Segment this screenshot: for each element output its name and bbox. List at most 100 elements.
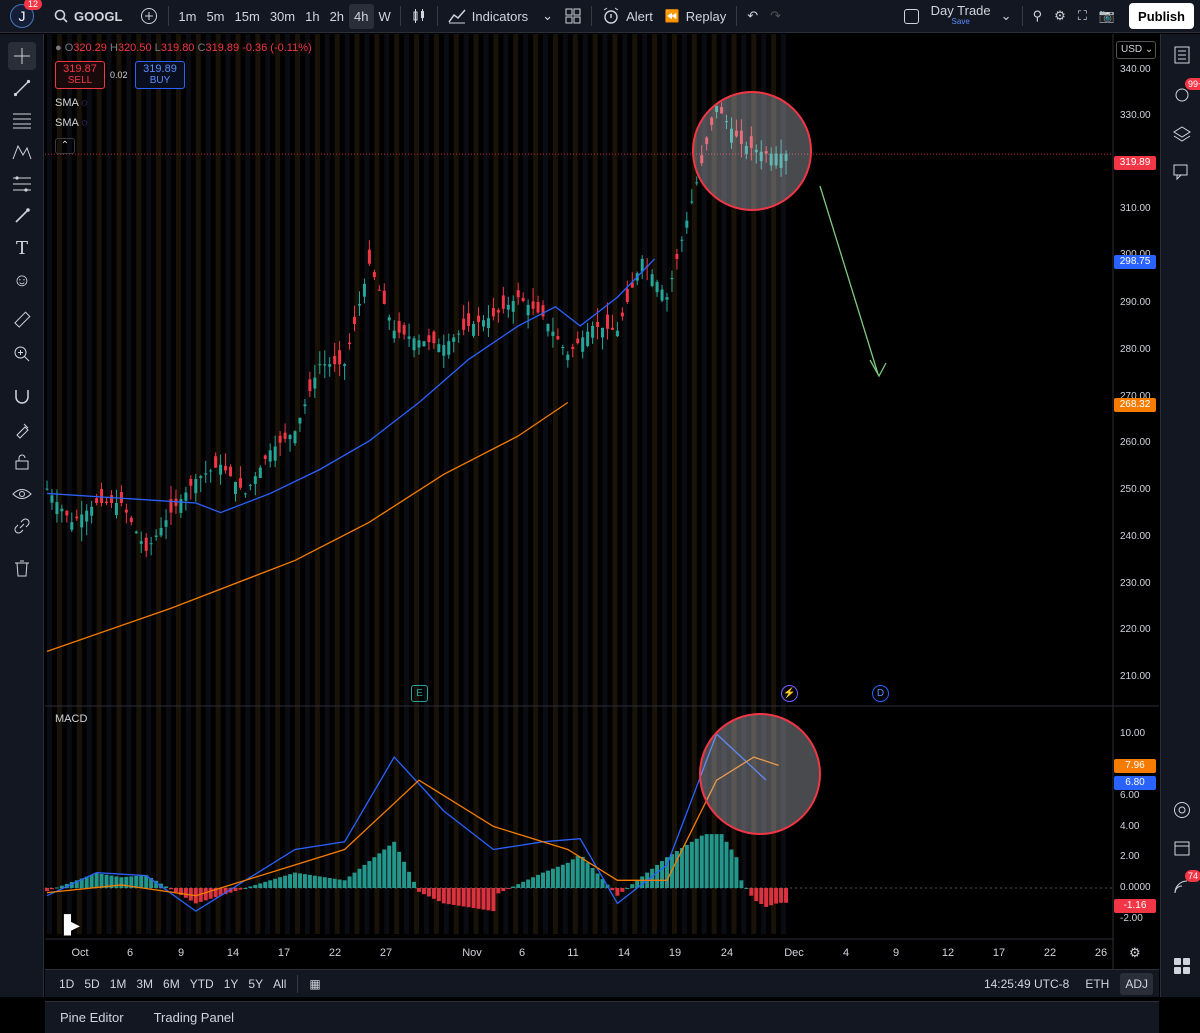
macd-histogram-bar (293, 872, 297, 888)
zoom-in-icon[interactable] (8, 340, 36, 368)
range-3m[interactable]: 3M (136, 976, 154, 991)
macd-histogram-bar (263, 881, 268, 888)
candle-body (442, 345, 446, 356)
candle-body (457, 333, 461, 335)
range-5y[interactable]: 5Y (248, 976, 264, 991)
timeframe-30m[interactable]: 30m (269, 8, 296, 24)
trading-panel-tab[interactable]: Trading Panel (153, 1010, 235, 1025)
timeframe-4h[interactable]: 4h (349, 3, 374, 29)
chat-icon[interactable] (1170, 160, 1194, 184)
layout-grid-button[interactable] (559, 0, 587, 33)
alerts-clock-icon[interactable] (1170, 82, 1194, 106)
candle-body (179, 499, 183, 513)
pattern-icon[interactable] (8, 138, 36, 166)
macd-histogram-bar (481, 888, 486, 910)
candle-body (412, 338, 416, 351)
chart-type-button[interactable] (405, 0, 433, 33)
crosshair-icon[interactable] (8, 42, 36, 70)
ruler-icon[interactable] (8, 306, 36, 334)
user-avatar[interactable]: J 12 (10, 0, 42, 28)
adjust-toggle[interactable]: ADJ (1120, 972, 1153, 995)
horizontal-lines-icon[interactable] (8, 106, 36, 134)
target-icon[interactable] (1170, 798, 1194, 822)
candle-body (759, 151, 763, 162)
timeframe-w[interactable]: W (378, 8, 391, 24)
timeframe-1h[interactable]: 1h (305, 8, 320, 24)
sell-button[interactable]: 319.87 SELL (55, 61, 105, 89)
magnet-icon[interactable] (8, 382, 36, 410)
candle-body (114, 503, 118, 516)
session-toggle[interactable]: ETH (1085, 976, 1110, 991)
range-all[interactable]: All (273, 976, 287, 991)
lock-icon[interactable] (8, 448, 36, 476)
session-band (602, 34, 608, 934)
alert-button[interactable]: Alert (596, 0, 659, 33)
calendar-icon[interactable] (1170, 836, 1194, 860)
down-arrow-head (869, 359, 887, 378)
date-tick: Nov (462, 947, 482, 959)
quick-search-button[interactable]: ⚲ (1027, 0, 1049, 33)
timeframe-1m[interactable]: 1m (178, 8, 197, 24)
candle-body (715, 105, 719, 112)
candle-body (154, 535, 158, 537)
buy-button[interactable]: 319.89 BUY (135, 61, 185, 89)
range-1d[interactable]: 1D (59, 976, 75, 991)
link-icon[interactable] (8, 512, 36, 540)
undo-button[interactable]: ↶ (741, 0, 764, 33)
indicators-label: Indicators (471, 8, 529, 24)
trash-icon[interactable] (8, 554, 36, 582)
redo-button[interactable]: ↷ (764, 0, 787, 33)
indicators-button[interactable]: Indicators ⌄ (442, 0, 559, 33)
macd-histogram-bar (600, 879, 605, 888)
range-ytd[interactable]: YTD (189, 976, 214, 991)
gear-icon[interactable]: ⚙ (1129, 945, 1141, 960)
range-1y[interactable]: 1Y (223, 976, 239, 991)
range-5d[interactable]: 5D (84, 976, 100, 991)
layout-name-block: Day Trade Save (931, 4, 991, 27)
timeframe-5m[interactable]: 5m (206, 8, 225, 24)
emoji-icon[interactable]: ☺ (12, 269, 32, 290)
range-6m[interactable]: 6M (163, 976, 180, 991)
sma-indicator-2[interactable]: SMA ◌ (55, 117, 88, 129)
brush-icon[interactable] (8, 202, 36, 230)
signal-icon[interactable] (1170, 874, 1194, 898)
timeframe-2h[interactable]: 2h (329, 8, 345, 24)
collapse-dot-icon[interactable]: ● (55, 42, 65, 54)
lock-drawing-icon[interactable] (8, 416, 36, 444)
clock-time[interactable]: 14:25:49 UTC-8 (983, 976, 1070, 991)
candle-body (362, 283, 366, 297)
date-tick: 4 (842, 947, 850, 959)
collapse-legend-button[interactable]: ⌃ (55, 138, 75, 154)
settings-button[interactable]: ⚙ (1048, 0, 1072, 33)
layers-icon[interactable] (1170, 122, 1194, 146)
snapshot-button[interactable]: 📷 (1093, 0, 1121, 33)
divider (168, 6, 170, 26)
lightning-icon[interactable]: ⚡ (781, 685, 798, 702)
calendar-icon[interactable]: ▦ (309, 976, 321, 991)
replay-button[interactable]: ⏪ Replay (659, 0, 732, 33)
price-tick: 330.00 (1120, 110, 1151, 121)
watchlist-icon[interactable] (1170, 43, 1194, 67)
eye-icon[interactable] (8, 480, 36, 508)
sma-indicator-1[interactable]: SMA ◌ (55, 97, 88, 109)
range-1m[interactable]: 1M (109, 976, 127, 991)
pine-editor-tab[interactable]: Pine Editor (60, 1010, 124, 1025)
earnings-marker[interactable]: E (411, 685, 428, 702)
session-band (185, 34, 191, 934)
fib-icon[interactable] (8, 170, 36, 198)
symbol-search[interactable]: GOOGL (48, 0, 128, 33)
timeframe-15m[interactable]: 15m (234, 8, 260, 24)
apps-grid-icon[interactable] (1170, 954, 1194, 978)
currency-selector[interactable]: USD ⌄ (1116, 41, 1156, 59)
fullscreen-button[interactable]: ⛶ (1072, 0, 1093, 33)
candle-body (749, 136, 753, 148)
compare-button[interactable] (134, 0, 164, 33)
publish-button[interactable]: Publish (1129, 3, 1194, 29)
price-chart[interactable] (45, 34, 1159, 969)
macd-histogram-bar (332, 878, 337, 888)
dividend-marker[interactable]: D (872, 685, 889, 702)
text-tool-icon[interactable]: T (15, 237, 28, 259)
layout-menu[interactable]: Day Trade Save ⌄ (898, 0, 1018, 33)
chart-area[interactable] (45, 34, 1159, 969)
trend-line-icon[interactable] (8, 74, 36, 102)
